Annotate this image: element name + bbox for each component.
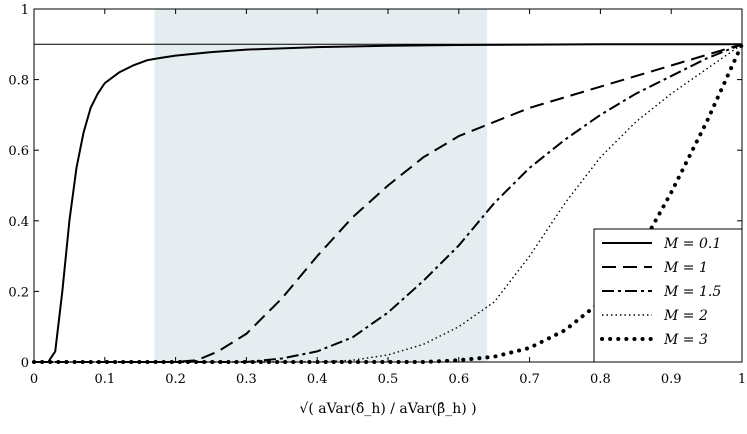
x-tick-label: 0.7 xyxy=(519,372,540,387)
x-tick-label: 0.6 xyxy=(448,372,469,387)
x-tick-label: 1 xyxy=(738,372,746,387)
y-tick-label: 0.8 xyxy=(8,74,29,89)
legend: M = 0.1 M = 1 M = 1.5 M = 2 M = 3 xyxy=(593,228,743,363)
legend-label-4: M = 2 xyxy=(663,308,708,324)
legend-label-3: M = 1.5 xyxy=(663,284,721,300)
y-tick-label: 0.4 xyxy=(8,215,29,230)
x-axis: 0 0.1 0.2 0.3 0.4 0.5 0.6 0.7 0.8 0.9 1 xyxy=(30,9,746,387)
x-tick-label: 0 xyxy=(30,372,38,387)
shaded-region xyxy=(154,9,488,362)
series-line-5 xyxy=(32,42,744,364)
x-axis-label: √( aVar(δ̂_h) / aVar(β̂_h) ) xyxy=(299,401,476,417)
x-tick-label: 0.1 xyxy=(94,372,115,387)
x-tick-label: 0.8 xyxy=(590,372,611,387)
series-line-2 xyxy=(34,43,743,363)
x-tick-label: 0.4 xyxy=(307,372,328,387)
x-tick-label: 0.9 xyxy=(661,372,682,387)
legend-label-5: M = 3 xyxy=(663,332,708,348)
plot-area xyxy=(32,8,744,364)
series-line-3 xyxy=(34,43,743,363)
y-tick-label: 0.6 xyxy=(8,144,29,159)
x-tick-label: 0.5 xyxy=(378,372,399,387)
legend-label-2: M = 1 xyxy=(663,260,708,276)
x-tick-label: 0.3 xyxy=(236,372,257,387)
series-line-4 xyxy=(34,43,743,363)
y-tick-label: 1 xyxy=(21,3,29,18)
y-axis: 0 0.2 0.4 0.6 0.8 1 xyxy=(8,3,742,371)
x-tick-label: 0.2 xyxy=(165,372,186,387)
y-tick-label: 0.2 xyxy=(8,285,29,300)
y-tick-label: 0 xyxy=(21,356,29,371)
series-line-1 xyxy=(34,43,742,363)
legend-label-1: M = 0.1 xyxy=(663,236,721,252)
